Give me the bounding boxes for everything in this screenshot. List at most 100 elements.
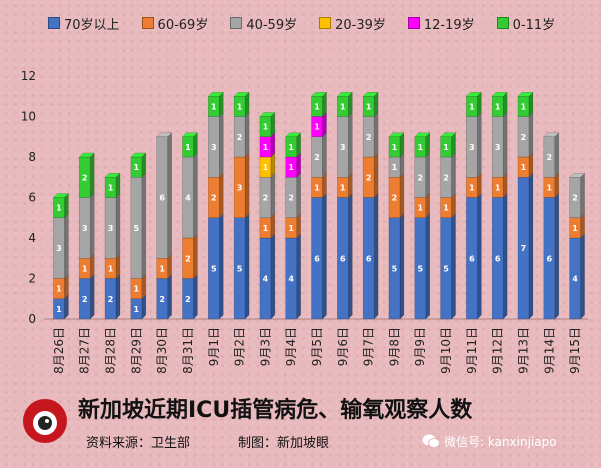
y-tick-label: 4 xyxy=(28,231,36,245)
data-label: 1 xyxy=(340,102,346,111)
bar-side xyxy=(373,152,379,199)
bar-top xyxy=(439,132,457,137)
data-label: 1 xyxy=(417,143,423,152)
x-tick-label: 9月10日 xyxy=(439,327,453,374)
bar-top xyxy=(207,92,224,97)
data-label: 1 xyxy=(108,264,114,273)
data-label: 3 xyxy=(108,224,114,233)
x-tick-label: 8月27日 xyxy=(78,327,92,374)
data-label: 3 xyxy=(237,183,243,192)
bar-top xyxy=(285,132,302,137)
bar-top xyxy=(465,92,482,97)
data-label: 1 xyxy=(82,264,88,273)
bar-side xyxy=(373,192,379,320)
bar-side xyxy=(115,273,121,320)
bar-top xyxy=(259,112,276,117)
legend-item: 12-19岁 xyxy=(407,14,475,33)
data-label: 5 xyxy=(392,264,398,273)
legend-swatch xyxy=(319,17,332,29)
bar-top xyxy=(130,152,147,158)
source-note: 资料来源：卫生部 xyxy=(86,436,191,451)
legend-swatch xyxy=(48,17,60,29)
x-tick-label: 9月1日 xyxy=(207,327,221,366)
bar-side xyxy=(580,172,585,219)
bar-side xyxy=(167,273,172,320)
bar-side xyxy=(502,192,508,320)
bar-top xyxy=(336,92,353,97)
data-label: 2 xyxy=(82,173,88,182)
data-label: 2 xyxy=(443,173,449,182)
legend-label: 12-19岁 xyxy=(423,17,475,33)
data-label: 1 xyxy=(469,183,475,192)
bar-side xyxy=(296,172,301,219)
bar-top xyxy=(362,92,379,97)
y-tick-label: 6 xyxy=(28,191,36,205)
data-label: 1 xyxy=(263,224,269,233)
data-label: 2 xyxy=(366,133,372,142)
x-tick-label: 8月31日 xyxy=(181,327,195,374)
data-label: 5 xyxy=(134,224,140,233)
legend-label: 70岁以上 xyxy=(64,17,120,33)
bar-side xyxy=(193,273,198,320)
bar-top xyxy=(233,92,250,97)
legend-label: 60-69岁 xyxy=(157,17,209,33)
bar-side xyxy=(425,213,430,320)
x-tick-label: 9月13日 xyxy=(516,327,530,374)
bar-side xyxy=(193,233,198,280)
bar-side xyxy=(193,152,198,239)
data-label: 5 xyxy=(211,264,217,273)
bar-side xyxy=(399,213,405,320)
data-label: 2 xyxy=(108,295,114,304)
data-label: 2 xyxy=(417,173,423,182)
bar-top xyxy=(156,132,173,137)
x-tick-label: 8月26日 xyxy=(52,327,66,374)
bar-top xyxy=(310,92,328,97)
legend-item: 40-59岁 xyxy=(230,14,297,33)
bar-side xyxy=(528,111,534,158)
data-label: 1 xyxy=(263,123,269,132)
bar-side xyxy=(244,213,250,320)
bar-side xyxy=(451,152,456,199)
bar-side xyxy=(89,192,95,259)
data-label: 1 xyxy=(314,183,320,192)
data-label: 1 xyxy=(134,285,140,294)
data-label: 1 xyxy=(288,163,294,172)
data-label: 2 xyxy=(521,133,527,142)
data-label: 1 xyxy=(314,123,320,132)
data-label: 1 xyxy=(211,102,217,111)
data-label: 4 xyxy=(288,275,294,284)
legend-swatch xyxy=(141,17,154,29)
data-label: 5 xyxy=(237,264,243,273)
x-tick-label: 9月6日 xyxy=(336,327,350,366)
legend-item: 20-39岁 xyxy=(319,14,386,33)
wechat-label: 微信号: kanxinjiapo xyxy=(444,434,557,449)
y-tick-label: 10 xyxy=(21,110,36,124)
bar-top xyxy=(388,132,405,137)
data-label: 1 xyxy=(443,204,449,213)
stacked-bar-chart: 02468101211318月26日21328月27日21318月28日1151… xyxy=(21,69,588,374)
bar-side xyxy=(244,111,250,158)
bar-side xyxy=(477,111,482,178)
bar-top xyxy=(181,132,199,137)
made-by-note: 制图：新加坡眼 xyxy=(238,436,330,451)
data-label: 1 xyxy=(521,163,527,172)
y-tick-label: 2 xyxy=(28,272,36,286)
data-label: 6 xyxy=(159,194,165,203)
data-label: 3 xyxy=(495,143,501,152)
data-label: 2 xyxy=(366,173,372,182)
legend-label: 0-11岁 xyxy=(512,17,556,33)
bar-top xyxy=(543,132,560,137)
wechat-icon xyxy=(422,434,440,448)
bar-side xyxy=(554,132,560,178)
legend-swatch xyxy=(230,17,243,29)
legend-label: 40-59岁 xyxy=(246,17,298,33)
data-label: 2 xyxy=(392,194,398,203)
x-tick-label: 9月5日 xyxy=(310,327,324,366)
bar-side xyxy=(399,172,405,219)
data-label: 4 xyxy=(572,275,578,284)
bar-side xyxy=(425,152,430,199)
logo-icon xyxy=(23,399,67,443)
bar-side xyxy=(219,213,224,320)
data-label: 3 xyxy=(56,244,62,253)
data-label: 2 xyxy=(288,194,294,203)
